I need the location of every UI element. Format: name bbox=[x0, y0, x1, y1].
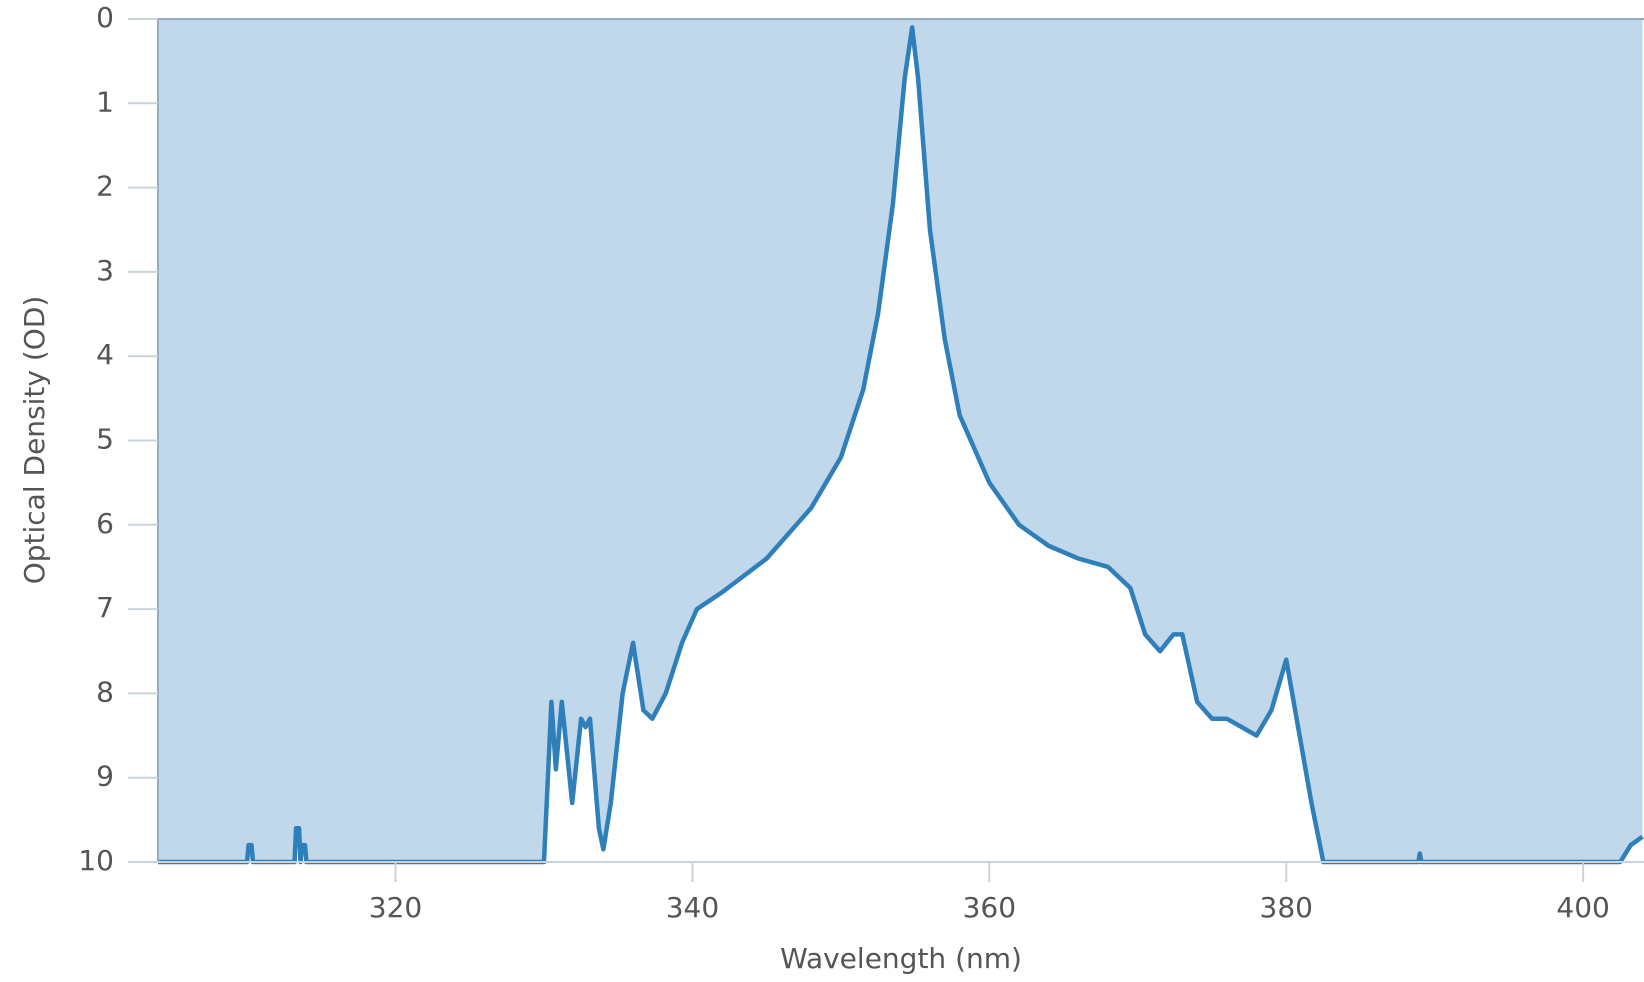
area bbox=[158, 19, 1643, 862]
y-tick-label: 3 bbox=[96, 254, 114, 287]
y-tick-label: 5 bbox=[96, 423, 114, 456]
y-tick-label: 2 bbox=[96, 170, 114, 203]
y-tick-label: 9 bbox=[96, 760, 114, 793]
y-tick-label: 6 bbox=[96, 507, 114, 540]
x-tick-label: 340 bbox=[666, 891, 719, 924]
x-tick-label: 360 bbox=[963, 891, 1016, 924]
y-axis-label: Optical Density (OD) bbox=[18, 296, 51, 585]
y-tick-label: 10 bbox=[78, 844, 114, 877]
x-tick-label: 400 bbox=[1556, 891, 1609, 924]
y-tick-label: 4 bbox=[96, 338, 114, 371]
y-tick-label: 7 bbox=[96, 591, 114, 624]
y-tick-label: 0 bbox=[96, 1, 114, 34]
x-axis-label: Wavelength (nm) bbox=[780, 942, 1022, 975]
y-tick-label: 8 bbox=[96, 675, 114, 708]
x-tick-label: 320 bbox=[369, 891, 422, 924]
y-tick-label: 1 bbox=[96, 85, 114, 118]
x-tick-label: 380 bbox=[1260, 891, 1313, 924]
